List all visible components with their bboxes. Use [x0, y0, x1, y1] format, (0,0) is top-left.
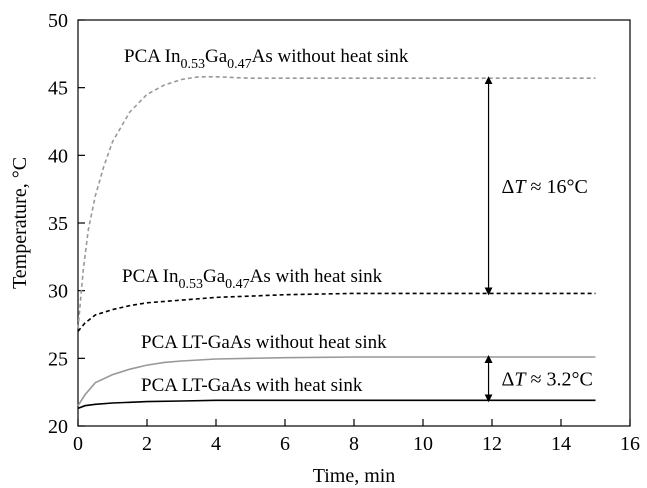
y-tick-label: 45 [48, 78, 68, 100]
series-ltgaas-without-heat-sink [77, 356, 596, 407]
series-layer [77, 76, 596, 410]
series-ingaas-without-heat-sink [77, 76, 596, 329]
series-ltgaas-with-heat-sink [77, 399, 596, 410]
y-tick-label: 20 [48, 416, 68, 438]
x-tick-label: 2 [142, 433, 152, 455]
x-tick-label: 6 [280, 433, 290, 455]
x-tick-label: 10 [413, 433, 433, 455]
x-tick-label: 0 [73, 433, 83, 455]
series-label-ltgaas-with-heat-sink: PCA LT-GaAs with heat sink [141, 375, 363, 396]
y-tick-label: 50 [48, 10, 68, 32]
series-label-ingaas-without-heat-sink: PCA In0.53Ga0.47As without heat sink [124, 46, 409, 72]
delta-t-label: ΔT ≈ 16°C [502, 176, 588, 198]
x-tick-label: 8 [349, 433, 359, 455]
y-tick-label: 35 [48, 213, 68, 235]
annotation-layer: ΔT ≈ 16°C ΔT ≈ 3.2°C [484, 76, 593, 403]
plot-frame [77, 19, 631, 427]
y-tick-label: 40 [48, 145, 68, 167]
y-tick-label: 30 [48, 281, 68, 303]
x-axis-ticks: 0 2 4 6 8 10 12 14 16 [73, 419, 640, 455]
y-tick-label: 25 [48, 348, 68, 370]
series-label-ltgaas-without-heat-sink: PCA LT-GaAs without heat sink [141, 332, 387, 353]
series-labels: PCA In0.53Ga0.47As without heat sink PCA… [122, 46, 409, 396]
delta-t-label: ΔT ≈ 3.2°C [502, 369, 593, 391]
x-tick-label: 12 [482, 433, 502, 455]
y-axis-ticks: 20 25 30 35 40 45 50 [48, 10, 85, 438]
y-axis-label: Temperature, °C [9, 157, 31, 289]
x-axis-label: Time, min [313, 465, 396, 487]
x-tick-label: 14 [551, 433, 571, 455]
x-tick-label: 4 [211, 433, 221, 455]
series-ingaas-with-heat-sink [77, 292, 596, 332]
series-label-ingaas-with-heat-sink: PCA In0.53Ga0.47As with heat sink [122, 266, 383, 292]
x-tick-label: 16 [620, 433, 640, 455]
